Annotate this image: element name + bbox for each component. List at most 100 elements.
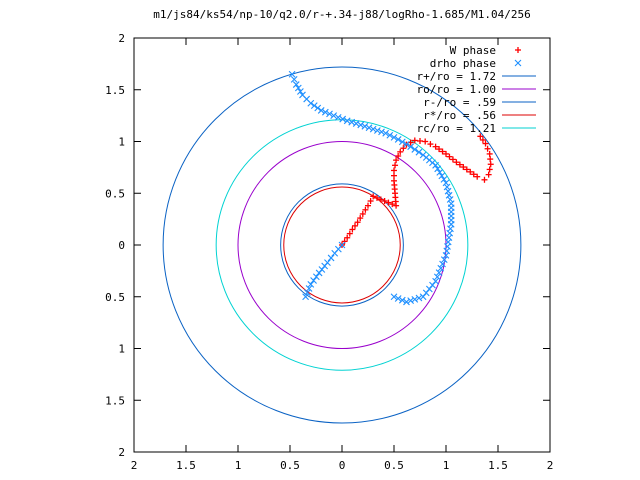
w-phase-marker <box>436 146 443 153</box>
y-tick-label: 1 <box>118 343 125 356</box>
drho-phase-marker <box>444 187 452 195</box>
drho-phase-marker <box>317 107 325 114</box>
drho-phase-marker <box>386 131 394 139</box>
w-phase-marker <box>411 137 418 144</box>
drho-phase-marker <box>415 294 423 302</box>
x-tick-label: 1.5 <box>176 459 196 472</box>
drho-phase-marker <box>436 168 444 176</box>
drho-phase-marker <box>339 115 347 123</box>
drho-phase-marker <box>334 245 342 253</box>
w-phase-marker <box>463 166 470 173</box>
w-phase-marker <box>370 193 377 200</box>
drho-phase-marker <box>305 285 313 292</box>
drho-phase-marker <box>310 277 317 284</box>
drho-phase-marker <box>361 122 369 130</box>
w-phase-marker <box>449 156 456 163</box>
legend-label: r*/ro = .56 <box>423 109 496 122</box>
w-phase-marker <box>487 156 494 163</box>
drho-phase-marker <box>302 293 309 301</box>
w-phase-marker <box>365 202 371 209</box>
drho-phase-marker <box>398 296 406 304</box>
legend-label: ro/ro = 1.00 <box>417 83 496 96</box>
y-tick-label: 1 <box>118 136 125 149</box>
drho-phase-marker <box>348 118 356 126</box>
w-phase-marker <box>367 198 374 205</box>
w-phase-marker <box>362 206 369 213</box>
drho-phase-marker <box>292 81 300 88</box>
w-phase-marker <box>349 226 356 233</box>
drho-phase-marker <box>303 95 311 103</box>
w-phase-marker <box>381 198 388 205</box>
w-phase-marker <box>486 166 493 173</box>
circle-r-ro-59 <box>280 183 404 307</box>
drho-phase-marker <box>435 269 443 276</box>
drho-phase-marker <box>314 104 322 112</box>
w-phase-marker <box>453 159 460 166</box>
drho-phase-marker <box>330 112 338 120</box>
y-tick-label: 2 <box>118 32 125 45</box>
x-tick-label: 1 <box>235 459 242 472</box>
drho-phase-marker <box>415 148 423 156</box>
w-phase-marker <box>470 171 477 178</box>
drho-phase-marker <box>352 120 360 127</box>
drho-phase-marker <box>407 143 415 151</box>
x-tick-label: 1.5 <box>488 459 508 472</box>
drho-phase-marker <box>398 138 406 146</box>
w-phase-marker <box>487 161 494 168</box>
drho-phase-marker <box>303 289 311 296</box>
drho-phase-marker <box>310 102 318 110</box>
x-tick-label: 0.5 <box>280 459 300 472</box>
circle-r-ro-56 <box>283 186 401 304</box>
w-phase-marker <box>417 137 423 144</box>
w-phase-marker <box>391 167 397 174</box>
drho-phase-marker <box>378 128 385 136</box>
drho-phase-marker <box>394 136 402 143</box>
drho-phase-marker <box>321 262 329 270</box>
drho-phase-marker <box>447 216 455 224</box>
drho-phase-marker <box>307 280 315 288</box>
drho-phase-marker <box>422 289 430 297</box>
drho-phase-marker <box>390 133 398 141</box>
w-phase-marker <box>467 168 474 175</box>
drho-phase-marker <box>288 70 296 78</box>
w-phase-marker <box>474 173 481 180</box>
w-phase-marker <box>374 194 381 201</box>
drho-phase-marker <box>312 273 320 281</box>
w-phase-marker <box>392 162 399 169</box>
drho-phase-marker <box>434 165 442 173</box>
legend-drho-phase-marker <box>514 59 522 67</box>
legend-label: rc/ro = 1.21 <box>417 122 496 135</box>
drho-phase-marker <box>433 273 441 281</box>
drho-phase-marker <box>403 140 410 148</box>
w-phase-marker <box>395 152 402 159</box>
drho-phase-marker <box>290 76 298 83</box>
w-phase-marker <box>344 234 351 241</box>
y-tick-label: 2 <box>118 446 125 459</box>
w-phase-marker <box>397 148 404 155</box>
w-phase-marker <box>439 148 446 155</box>
drho-phase-marker <box>357 121 365 129</box>
w-phase-marker <box>359 210 366 217</box>
y-tick-label: 1.5 <box>105 84 125 97</box>
w-phase-marker <box>481 176 488 183</box>
w-phase-marker <box>482 140 489 147</box>
legend-label: W phase <box>450 44 496 57</box>
w-phase-marker <box>354 219 361 226</box>
drho-phase-marker <box>440 256 448 264</box>
w-phase-marker <box>479 136 486 143</box>
drho-phase-marker <box>438 172 446 180</box>
drho-phase-marker <box>327 254 335 262</box>
drho-phase-marker <box>373 127 381 134</box>
x-tick-label: 0 <box>339 459 346 472</box>
drho-phase-marker <box>390 293 398 301</box>
drho-phase-marker <box>321 108 329 116</box>
drho-phase-marker <box>403 298 410 306</box>
w-phase-marker <box>389 201 396 208</box>
drho-phase-marker <box>326 110 333 118</box>
drho-phase-marker <box>440 175 448 183</box>
drho-phase-marker <box>439 260 446 268</box>
w-phase-marker <box>357 215 364 222</box>
w-phase-marker <box>341 238 348 245</box>
